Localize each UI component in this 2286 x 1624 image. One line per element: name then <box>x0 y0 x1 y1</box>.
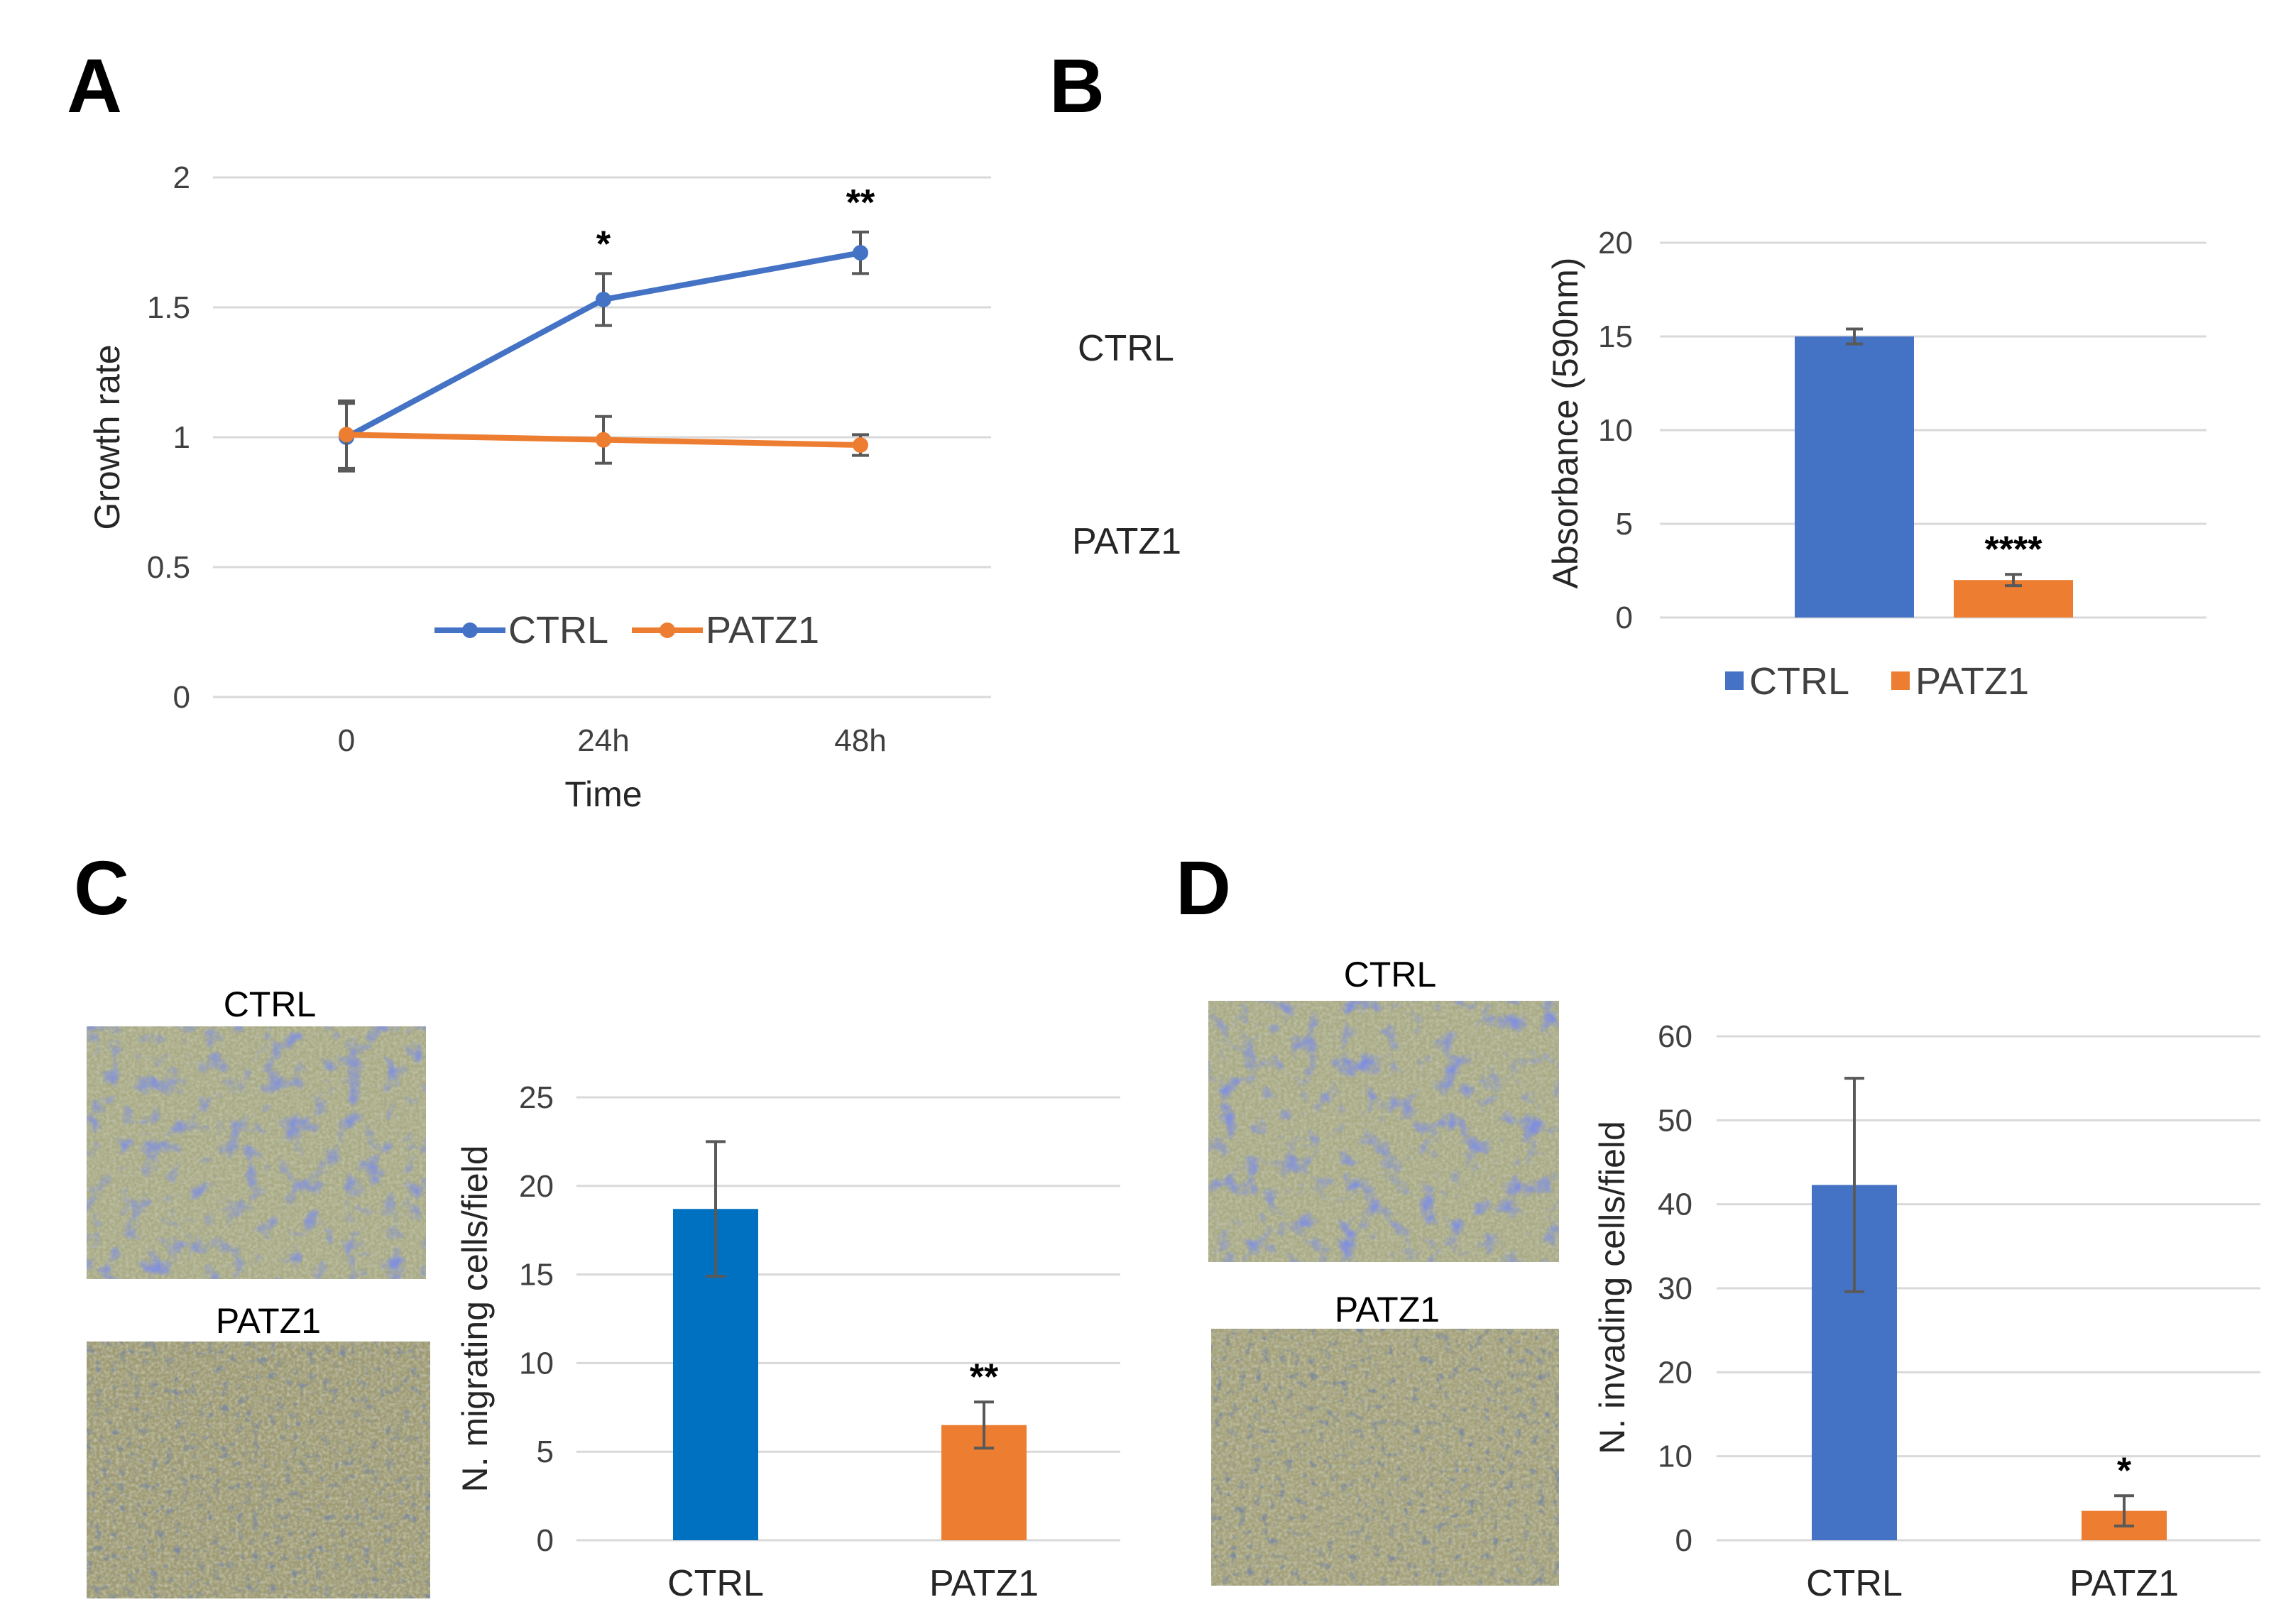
legend: CTRL PATZ1 <box>434 609 819 652</box>
panel-letter-a: A <box>67 43 122 128</box>
significance-mark-1: **** <box>1985 529 2043 570</box>
significance-mark-1: * <box>2117 1450 2132 1491</box>
x-tick-patz1: PATZ1 <box>929 1563 1039 1604</box>
micrograph-ctrl <box>1208 1001 1559 1262</box>
image-label-patz1: PATZ1 <box>1335 1290 1440 1329</box>
y-tick-10: 10 <box>519 1346 554 1381</box>
panel-letter-c: C <box>74 845 129 931</box>
x-tick-ctrl: CTRL <box>667 1563 764 1604</box>
y-tick-labels: 0 5 10 15 20 <box>1598 226 1633 635</box>
bar-ctrl <box>1795 336 1914 618</box>
invading-cells-bar-chart: 0 10 20 30 40 50 60 CTRL PATZ1 * N. invading ce… <box>1592 1019 2260 1604</box>
row-label-patz1: PATZ1 <box>1072 521 1181 562</box>
point-ctrl-1 <box>596 292 611 308</box>
legend-patz1-label: PATZ1 <box>1915 660 2029 703</box>
x-tick-ctrl: CTRL <box>1806 1563 1903 1604</box>
y-tick-10: 10 <box>1658 1439 1692 1474</box>
y-tick-labels: 0 5 10 15 20 25 <box>519 1080 554 1558</box>
bars-group <box>673 1140 1027 1540</box>
significance-annotations: **** <box>1985 529 2043 570</box>
y-tick-40: 40 <box>1658 1187 1692 1222</box>
significance-mark-1: * <box>596 224 611 265</box>
x-tick-labels: CTRL PATZ1 <box>667 1563 1039 1604</box>
y-tick-15: 15 <box>1598 319 1633 354</box>
y-tick-1: 1 <box>173 420 190 455</box>
y-tick-20: 20 <box>1658 1355 1692 1390</box>
x-tick-patz1: PATZ1 <box>2069 1563 2179 1604</box>
x-tick-0: 0 <box>338 723 355 758</box>
y-tick-2: 2 <box>173 160 190 195</box>
row-label-ctrl: CTRL <box>1078 328 1174 369</box>
x-tick-24h: 24h <box>577 723 629 758</box>
y-tick-20: 20 <box>519 1169 554 1204</box>
grid-lines <box>576 1096 1120 1542</box>
bars-group <box>1812 1077 2167 1540</box>
y-tick-20: 20 <box>1598 226 1633 260</box>
x-tick-labels: 0 24h 48h <box>338 723 887 758</box>
y-tick-0: 0 <box>1616 600 1633 635</box>
y-tick-15: 15 <box>519 1258 554 1293</box>
x-axis-title: Time <box>564 774 642 814</box>
x-tick-48h: 48h <box>834 723 886 758</box>
y-axis-title: N. invading cells/field <box>1592 1121 1632 1454</box>
micrograph-patz1 <box>1211 1329 1559 1586</box>
y-tick-5: 5 <box>537 1434 554 1469</box>
legend-patz1-swatch <box>1891 671 1910 690</box>
x-tick-labels: CTRL PATZ1 <box>1806 1563 2179 1604</box>
significance-annotations: * <box>2117 1450 2132 1491</box>
y-tick-50: 50 <box>1658 1103 1692 1138</box>
y-tick-0: 0 <box>537 1523 554 1558</box>
legend-ctrl-label: CTRL <box>1749 660 1849 703</box>
y-axis-title: Absorbance (590nm) <box>1546 258 1585 589</box>
absorbance-bar-chart: 0 5 10 15 20 **** Absorbance (590nm) CTRL PA… <box>1546 226 2206 703</box>
y-tick-labels: 0 10 20 30 40 50 60 <box>1658 1019 1692 1558</box>
y-tick-60: 60 <box>1658 1019 1692 1054</box>
y-tick-0: 0 <box>173 680 190 715</box>
growth-rate-line-chart: 00.511.52 0 24h 48h *** Growth rate Time C… <box>87 160 991 814</box>
y-axis-title: N. migrating cells/field <box>455 1145 495 1492</box>
point-patz1-0 <box>339 427 354 443</box>
y-tick-0.5: 0.5 <box>147 550 190 585</box>
point-patz1-2 <box>853 437 868 453</box>
legend: CTRL PATZ1 <box>1725 660 2029 703</box>
micrograph-patz1 <box>87 1342 430 1598</box>
y-tick-0: 0 <box>1675 1523 1692 1558</box>
significance-mark-1: ** <box>970 1356 999 1398</box>
series-group <box>338 230 869 473</box>
image-label-ctrl: CTRL <box>224 984 317 1024</box>
panel-letter-d: D <box>1176 845 1231 931</box>
significance-annotations: *** <box>596 182 875 265</box>
legend-ctrl-label: CTRL <box>508 609 608 652</box>
y-tick-1.5: 1.5 <box>147 290 190 325</box>
panel-letter-b: B <box>1049 43 1105 128</box>
y-tick-30: 30 <box>1658 1271 1692 1306</box>
grid-lines <box>1717 1035 2260 1542</box>
bars-group <box>1795 327 2073 618</box>
point-patz1-1 <box>596 432 611 448</box>
legend-patz1-marker <box>660 622 675 638</box>
series-patz1 <box>338 399 869 470</box>
y-axis-title: Growth rate <box>87 344 127 530</box>
legend-patz1-label: PATZ1 <box>706 609 819 652</box>
image-label-ctrl: CTRL <box>1344 955 1437 994</box>
legend-ctrl-swatch <box>1725 671 1744 690</box>
y-tick-5: 5 <box>1616 507 1633 542</box>
micrograph-ctrl <box>87 1026 426 1279</box>
point-ctrl-2 <box>853 245 868 261</box>
image-label-patz1: PATZ1 <box>216 1301 321 1341</box>
y-tick-10: 10 <box>1598 413 1633 448</box>
legend-ctrl-marker <box>462 622 478 638</box>
migrating-cells-bar-chart: 0 5 10 15 20 25 CTRL PATZ1 ** N. migrating cel… <box>455 1080 1120 1604</box>
y-tick-labels: 0 0.5 1 1.5 2 <box>147 160 190 715</box>
significance-mark-2: ** <box>846 182 875 224</box>
grid-lines <box>1660 241 2206 619</box>
y-tick-25: 25 <box>519 1080 554 1115</box>
significance-annotations: ** <box>970 1356 999 1398</box>
